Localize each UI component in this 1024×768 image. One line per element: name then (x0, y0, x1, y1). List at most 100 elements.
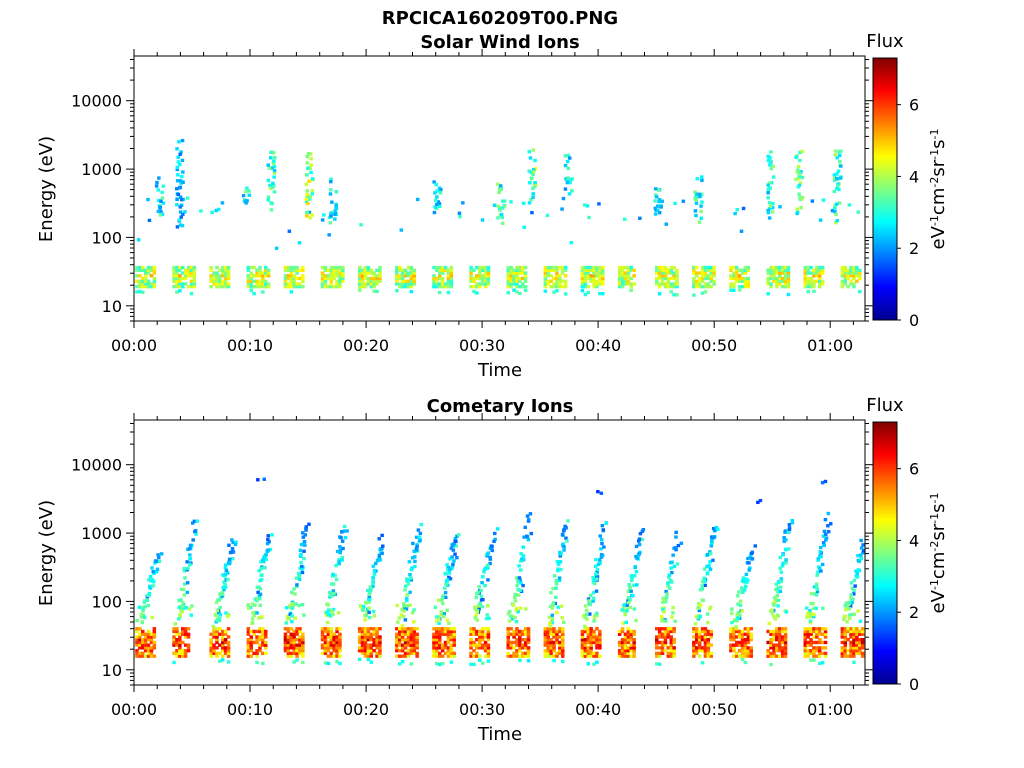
spectrogram-cell (418, 538, 422, 542)
spectrogram-cell (338, 635, 342, 639)
spectrogram-cell (783, 643, 788, 647)
spectrogram-cell (774, 587, 778, 592)
spectrogram-cell (601, 274, 605, 278)
spectrogram-cell (843, 635, 847, 639)
spectrogram-cell (523, 643, 528, 647)
spectrogram-cell (212, 627, 216, 631)
spectrogram-cell (735, 271, 739, 275)
spectrogram-cell (818, 632, 822, 636)
spectrogram-cell (181, 212, 185, 217)
spectrogram-cell (135, 285, 139, 289)
spectrogram-cell (591, 576, 595, 580)
spectrogram-cell (475, 608, 480, 613)
spectrogram-cell (769, 276, 773, 281)
spectrogram-cell (674, 548, 678, 552)
spectrogram-cell (552, 265, 556, 270)
spectrogram-cell (632, 583, 636, 587)
spectrogram-cell (599, 491, 604, 495)
spectrogram-cell (149, 640, 154, 645)
spectrogram-cell (338, 643, 342, 647)
spectrogram-cell (778, 627, 782, 631)
spectrogram-cell (293, 616, 297, 620)
spectrogram-cell (323, 643, 328, 647)
spectrogram-cell (251, 611, 255, 615)
spectrogram-cell (700, 649, 705, 653)
spectrogram-cell (446, 268, 451, 272)
spectrogram-cell (264, 271, 268, 275)
spectrogram-cell (806, 635, 810, 639)
spectrogram-cell (640, 529, 645, 534)
spectrogram-cell (178, 640, 182, 645)
colorbar-unit-label: eV-1cm-2sr-1s-1 (928, 129, 950, 250)
spectrogram-cell (560, 533, 565, 537)
spectrogram-cell (632, 268, 636, 272)
spectrogram-cell (223, 271, 228, 275)
spectrogram-cell (338, 285, 342, 289)
spectrogram-cell (406, 638, 411, 642)
spectrogram-cell (225, 614, 230, 619)
spectrogram-cell (855, 274, 859, 278)
spectrogram-cell (177, 605, 181, 610)
spectrogram-cell (215, 265, 219, 270)
spectrogram-cell (286, 265, 291, 270)
spectrogram-cell (772, 638, 776, 642)
spectrogram-cell (692, 293, 696, 297)
spectrogram-cell (549, 268, 553, 272)
spectrogram-cell (141, 276, 145, 281)
spectrogram-cell (406, 274, 411, 278)
spectrogram-cell (181, 640, 185, 645)
spectrogram-cell (338, 638, 342, 642)
spectrogram-cell (289, 638, 293, 642)
spectrogram-cell (175, 632, 179, 636)
spectrogram-cell (561, 629, 565, 634)
spectrogram-cell (289, 276, 293, 281)
spectrogram-cell (812, 268, 816, 272)
spectrogram-cell (285, 617, 290, 621)
spectrogram-cell (292, 265, 296, 270)
spectrogram-cell (523, 629, 528, 634)
spectrogram-cell (708, 552, 713, 556)
spectrogram-cell (617, 271, 622, 275)
spectrogram-cell (152, 580, 156, 584)
spectrogram-cell (543, 640, 548, 645)
spectrogram-cell (289, 654, 293, 658)
spectrogram-cell (663, 282, 668, 286)
spectrogram-cell (729, 276, 733, 281)
spectrogram-cell (284, 621, 288, 625)
spectrogram-cell (175, 271, 179, 275)
spectrogram-cell (363, 276, 368, 281)
spectrogram-cell (452, 542, 456, 546)
spectrogram-cell (261, 635, 265, 639)
spectrogram-cell (264, 268, 268, 272)
spectrogram-cell (486, 659, 491, 663)
spectrogram-cell (812, 614, 816, 619)
spectrogram-cell (142, 600, 147, 604)
spectrogram-cell (523, 640, 528, 645)
spectrogram-cell (339, 536, 343, 540)
spectrogram-cell (700, 629, 705, 634)
spectrogram-cell (366, 657, 371, 662)
spectrogram-cell (563, 274, 568, 278)
spectrogram-cell (337, 562, 342, 566)
spectrogram-cell (705, 612, 710, 616)
spectrogram-cell (735, 265, 739, 270)
spectrogram-cell (298, 651, 302, 656)
spectrogram-cell (543, 629, 548, 634)
spectrogram-cell (438, 627, 442, 631)
spectrogram-cell (518, 271, 522, 275)
spectrogram-cell (595, 654, 599, 658)
spectrogram-cell (547, 615, 552, 619)
spectrogram-cell (809, 658, 813, 662)
spectrogram-cell (852, 588, 856, 593)
spectrogram-cell (543, 627, 548, 631)
spectrogram-cell (565, 539, 569, 543)
spectrogram-cell (844, 608, 848, 612)
spectrogram-cell (369, 651, 373, 656)
spectrogram-cell (592, 276, 596, 281)
spectrogram-cell (620, 276, 625, 281)
spectrogram-cell (660, 279, 665, 283)
spectrogram-cell (852, 285, 856, 289)
spectrogram-cell (557, 578, 562, 583)
spectrogram-cell (518, 279, 522, 283)
spectrogram-cell (517, 564, 521, 568)
